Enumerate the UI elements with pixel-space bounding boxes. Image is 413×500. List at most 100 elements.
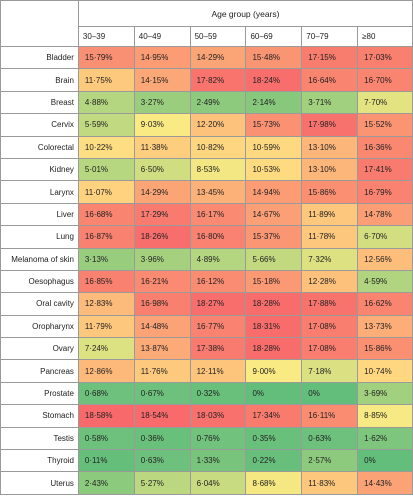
heatmap-cell: 6·70%: [357, 225, 413, 249]
heatmap-cell: 16·12%: [189, 269, 247, 294]
heatmap-cell: 5·01%: [77, 157, 135, 182]
heatmap-cell: 15·79%: [77, 45, 135, 70]
row-label: Colorectal: [0, 135, 79, 159]
heatmap-cell: 7·32%: [301, 247, 359, 271]
table-row: Testis 0·58% 0·36% 0·76% 0·35% 0·63% 1·62%: [0, 426, 413, 451]
table-row: Kidney 5·01% 6·50% 8·53% 10·53% 13·10% 17·41%: [0, 157, 413, 182]
heatmap-cell: 16·11%: [301, 404, 359, 428]
heatmap-cell: 12·11%: [189, 359, 247, 383]
heatmap-cell: 8·68%: [245, 471, 303, 495]
table-row: Larynx 11·07% 14·29% 13·45% 14·94% 15·86% 16·7…: [0, 180, 413, 204]
row-label: Stomach: [0, 404, 79, 428]
heatmap-cell: 14·67%: [245, 202, 303, 227]
column-header: 70–79: [301, 26, 359, 47]
column-header: 30–39: [77, 26, 135, 47]
heatmap-cell: 0·63%: [133, 449, 191, 473]
heatmap-cell: 14·78%: [357, 202, 413, 227]
heatmap-cell: 14·15%: [133, 68, 191, 92]
table-row: Oropharynx 11·79% 14·48% 16·77% 18·31% 17·08%…: [0, 314, 413, 339]
row-label: Oesophagus: [0, 269, 79, 294]
heatmap-cell: 17·29%: [133, 202, 191, 227]
heatmap-cell: 0%: [357, 449, 413, 473]
heatmap-cell: 18·27%: [189, 292, 247, 316]
heatmap-cell: 16·77%: [189, 314, 247, 339]
heatmap-cell: 17·88%: [301, 292, 359, 316]
row-label: Cervix: [0, 113, 79, 137]
heatmap-cell: 13·87%: [133, 337, 191, 361]
heatmap-cell: 11·07%: [77, 180, 135, 204]
heatmap-cell: 0·68%: [77, 381, 135, 406]
heatmap-cell: 10·59%: [245, 135, 303, 159]
table-row: Lung 16·87% 18·26% 16·80% 15·37% 11·78% 6·70%: [0, 225, 413, 249]
heatmap-cell: 2·49%: [189, 90, 247, 115]
row-label: Liver: [0, 202, 79, 227]
heatmap-cell: 10·82%: [189, 135, 247, 159]
heatmap-cell: 5·59%: [77, 113, 135, 137]
heatmap-cell: 11·83%: [301, 471, 359, 495]
heatmap-cell: 12·20%: [189, 113, 247, 137]
heatmap-cell: 0·22%: [245, 449, 303, 473]
row-label: Breast: [0, 90, 79, 115]
heatmap-cell: 15·73%: [245, 113, 303, 137]
row-label: Pancreas: [0, 359, 79, 383]
heatmap-cell: 8·53%: [189, 157, 247, 182]
heatmap-cell: 17·82%: [189, 68, 247, 92]
heatmap-cell: 17·41%: [357, 157, 413, 182]
table-row: Stomach 18·58% 18·54% 18·03% 17·34% 16·11% 8·8…: [0, 404, 413, 428]
heatmap-cell: 16·85%: [77, 269, 135, 294]
heatmap-cell: 17·08%: [301, 314, 359, 339]
heatmap-cell: 11·78%: [301, 225, 359, 249]
heatmap-cell: 4·89%: [189, 247, 247, 271]
heatmap-cell: 2·57%: [301, 449, 359, 473]
heatmap-cell: 17·38%: [189, 337, 247, 361]
heatmap-cell: 13·10%: [301, 157, 359, 182]
heatmap-cell: 15·52%: [357, 113, 413, 137]
column-header: ≥80: [357, 26, 413, 47]
heatmap-cell: 9·03%: [133, 113, 191, 137]
heatmap-cell: 6·04%: [189, 471, 247, 495]
heatmap-cell: 17·08%: [301, 337, 359, 361]
heatmap-cell: 12·28%: [301, 269, 359, 294]
heatmap-cell: 0·32%: [189, 381, 247, 406]
heatmap-cell: 5·27%: [133, 471, 191, 495]
table-row: Melanoma of skin 3·13% 3·96% 4·89% 5·66% 7·32…: [0, 247, 413, 271]
heatmap-cell: 0·63%: [301, 426, 359, 451]
table-row: Liver 16·68% 17·29% 16·17% 14·67% 11·89% 14·78…: [0, 202, 413, 227]
heatmap-cell: 3·69%: [357, 381, 413, 406]
heatmap-cell: 7·70%: [357, 90, 413, 115]
heatmap-cell: 2·14%: [245, 90, 303, 115]
heatmap-cell: 18·28%: [245, 337, 303, 361]
heatmap-cell: 15·18%: [245, 269, 303, 294]
heatmap-cell: 13·10%: [301, 135, 359, 159]
heatmap-cell: 0·76%: [189, 426, 247, 451]
heatmap-cell: 16·80%: [189, 225, 247, 249]
row-label: Kidney: [0, 157, 79, 182]
heatmap-cell: 0·11%: [77, 449, 135, 473]
heatmap-cell: 3·96%: [133, 247, 191, 271]
heatmap-cell: 5·66%: [245, 247, 303, 271]
heatmap-cell: 9·00%: [245, 359, 303, 383]
heatmap-cell: 18·28%: [245, 292, 303, 316]
table-row: Breast 4·88% 3·27% 2·49% 2·14% 3·71% 7·70%: [0, 90, 413, 115]
heatmap-cell: 0·67%: [133, 381, 191, 406]
heatmap-cell: 12·56%: [357, 247, 413, 271]
heatmap-cell: 15·37%: [245, 225, 303, 249]
heatmap-cell: 12·83%: [77, 292, 135, 316]
row-label: Thyroid: [0, 449, 79, 473]
heatmap-cell: 17·15%: [301, 45, 359, 70]
heatmap-cell: 14·43%: [357, 471, 413, 495]
column-header: 60–69: [245, 26, 303, 47]
heatmap-cell: 10·53%: [245, 157, 303, 182]
heatmap-cell: 3·13%: [77, 247, 135, 271]
heatmap-cell: 11·89%: [301, 202, 359, 227]
heatmap-cell: 10·22%: [77, 135, 135, 159]
heatmap-cell: 0%: [301, 381, 359, 406]
heatmap-cell: 18·03%: [189, 404, 247, 428]
heatmap-cell: 18·24%: [245, 68, 303, 92]
heatmap-cell: 18·58%: [77, 404, 135, 428]
table-row: Thyroid 0·11% 0·63% 1·33% 0·22% 2·57% 0%: [0, 449, 413, 473]
corner-cell: [0, 0, 79, 47]
heatmap-cell: 6·50%: [133, 157, 191, 182]
heatmap-cell: 15·48%: [245, 45, 303, 70]
